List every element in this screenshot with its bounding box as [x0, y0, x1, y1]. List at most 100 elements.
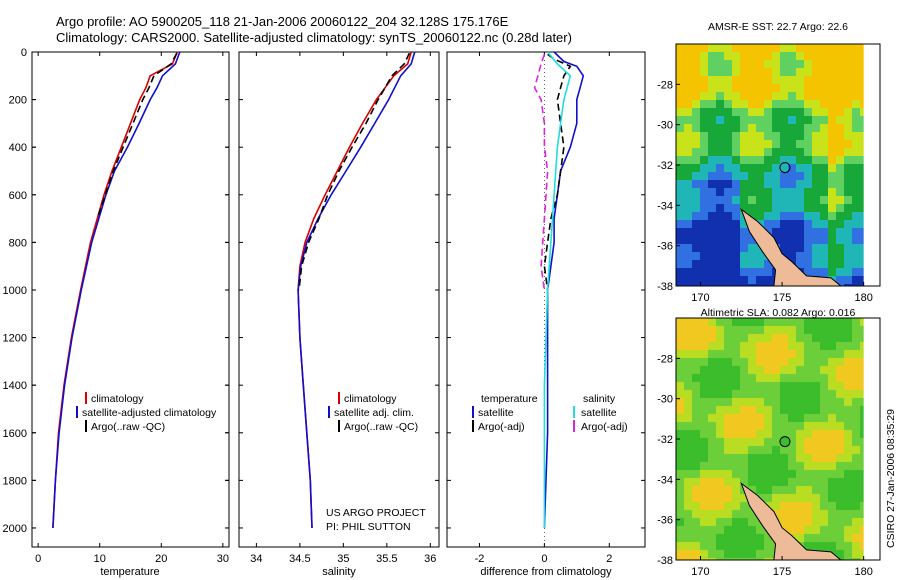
map-pixel	[796, 204, 804, 212]
map-pixel	[700, 196, 708, 204]
temperature-xtick-label: 10	[94, 553, 106, 565]
map-pixel	[772, 228, 780, 236]
map-ytick-label: -30	[657, 394, 673, 406]
map-pixel	[708, 326, 716, 334]
map-pixel	[692, 430, 700, 438]
map-pixel	[732, 68, 740, 76]
difference-series-salinity-argo-adj	[533, 54, 549, 291]
map-pixel	[780, 124, 788, 132]
map-pixel	[732, 430, 740, 438]
map-pixel	[692, 268, 700, 276]
map-pixel	[684, 374, 692, 382]
salinity-xtick-label: 34.5	[289, 553, 310, 565]
map-pixel	[860, 534, 864, 542]
map-pixel	[740, 156, 748, 164]
map-pixel	[716, 204, 724, 212]
map-pixel	[852, 284, 860, 286]
map-pixel	[820, 196, 828, 204]
map-pixel	[684, 220, 692, 228]
map-pixel	[772, 326, 780, 334]
map-pixel	[748, 550, 756, 558]
map-pixel	[844, 358, 852, 366]
map-pixel	[740, 382, 748, 390]
map-pixel	[708, 84, 716, 92]
map-pixel	[708, 140, 716, 148]
map-pixel	[700, 92, 708, 100]
map-pixel	[708, 92, 716, 100]
map-pixel	[804, 414, 812, 422]
map-pixel	[732, 374, 740, 382]
map-pixel	[796, 52, 804, 60]
map-pixel	[732, 366, 740, 374]
map-pixel	[684, 244, 692, 252]
map-pixel	[732, 132, 740, 140]
map-pixel	[820, 526, 828, 534]
map-pixel	[708, 414, 716, 422]
map-pixel	[740, 454, 748, 462]
map-pixel	[780, 236, 788, 244]
map-pixel	[844, 252, 852, 260]
map-pixel	[692, 212, 700, 220]
map-pixel	[788, 382, 796, 390]
map-pixel	[716, 68, 724, 76]
map-pixel	[716, 550, 724, 558]
map-pixel	[852, 92, 860, 100]
map-pixel	[724, 542, 732, 550]
map-pixel	[732, 196, 740, 204]
map-pixel	[796, 494, 804, 502]
map-pixel	[676, 124, 684, 132]
map-pixel	[812, 60, 820, 68]
map-pixel	[700, 526, 708, 534]
map-pixel	[740, 260, 748, 268]
map-pixel	[836, 156, 844, 164]
map-pixel	[772, 148, 780, 156]
map-pixel	[804, 462, 812, 470]
map-pixel	[828, 414, 836, 422]
map-pixel	[812, 350, 820, 358]
map-pixel	[716, 558, 724, 560]
map-pixel	[732, 140, 740, 148]
map-pixel	[732, 438, 740, 446]
map-pixel	[708, 478, 716, 486]
map-pixel	[796, 470, 804, 478]
map-pixel	[748, 334, 756, 342]
map-pixel	[788, 108, 796, 116]
map-pixel	[804, 366, 812, 374]
map-pixel	[804, 406, 812, 414]
map-pixel	[684, 510, 692, 518]
map-pixel	[812, 374, 820, 382]
map-pixel	[724, 390, 732, 398]
map-xtick-label: 170	[691, 566, 709, 578]
map-pixel	[716, 116, 724, 124]
map-pixel	[708, 108, 716, 116]
map-pixel	[852, 470, 860, 478]
map-pixel	[740, 268, 748, 276]
map-pixel	[804, 188, 812, 196]
map-pixel	[716, 236, 724, 244]
map-pixel	[852, 454, 860, 462]
map-pixel	[708, 188, 716, 196]
map-pixel	[716, 156, 724, 164]
map-pixel	[716, 510, 724, 518]
map-pixel	[812, 430, 820, 438]
map-pixel	[844, 326, 852, 334]
map-pixel	[788, 470, 796, 478]
map-pixel	[804, 438, 812, 446]
map-pixel	[692, 390, 700, 398]
map-pixel	[708, 406, 716, 414]
map-pixel	[820, 108, 828, 116]
map-pixel	[772, 334, 780, 342]
map-pixel	[692, 284, 700, 286]
map-pixel	[812, 422, 820, 430]
map-pixel	[772, 212, 780, 220]
map-pixel	[852, 526, 860, 534]
map-pixel	[732, 318, 740, 326]
map-pixel	[716, 220, 724, 228]
map-pixel	[684, 92, 692, 100]
map-pixel	[772, 382, 780, 390]
map-pixel	[700, 236, 708, 244]
map-pixel	[708, 60, 716, 68]
map-pixel	[780, 92, 788, 100]
map-pixel	[844, 284, 852, 286]
legend-satellite-adjusted: satellite-adjusted climatology	[82, 407, 217, 419]
